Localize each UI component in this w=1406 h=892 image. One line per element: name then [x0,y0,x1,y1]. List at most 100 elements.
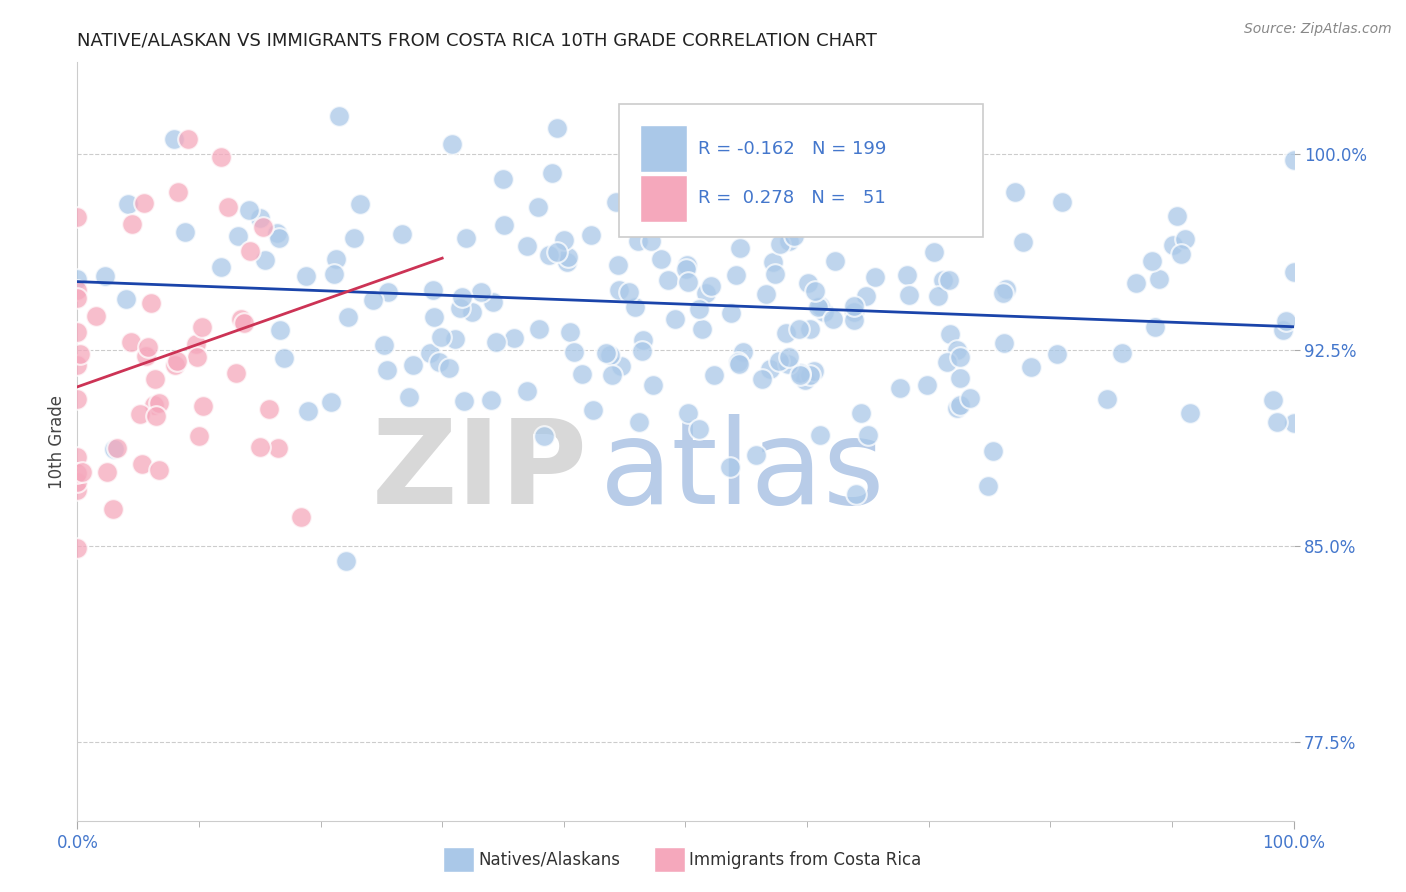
Point [627,234,650,248]
Point [481,295,503,310]
Point [630,110,652,124]
Point [1178,406,1201,420]
Point [949,350,972,364]
Point [716,194,738,208]
Point [783,229,806,244]
Point [166,353,188,368]
Point [877,140,900,154]
Point [375,362,398,376]
Point [627,415,650,429]
Point [950,139,973,153]
Point [177,132,200,146]
Point [96,465,118,479]
Point [1095,392,1118,406]
Point [607,284,630,298]
Text: ZIP: ZIP [373,415,588,529]
Point [688,302,710,317]
Point [562,345,585,359]
Point [898,287,921,301]
Point [502,331,524,345]
Point [695,286,717,301]
Point [803,190,825,204]
Point [121,218,143,232]
Point [600,368,623,382]
Point [295,268,318,283]
Point [453,394,475,409]
Point [450,290,472,304]
Point [1147,272,1170,286]
Point [650,252,672,266]
Point [142,398,165,412]
Point [167,186,190,200]
Point [526,200,548,214]
Point [772,214,794,228]
Point [727,355,749,369]
Point [1170,247,1192,261]
Point [797,276,820,290]
Point [328,109,350,123]
Point [454,230,477,244]
Point [188,429,211,443]
Text: atlas: atlas [600,415,886,529]
Point [66,291,89,305]
Point [516,384,538,399]
Point [66,210,89,224]
Point [915,377,938,392]
Point [325,252,347,266]
Point [624,300,647,314]
Point [981,443,1004,458]
Point [402,358,425,372]
Point [762,255,785,269]
Point [269,231,291,245]
Point [799,368,821,382]
Point [1111,345,1133,359]
Point [610,359,633,373]
FancyBboxPatch shape [640,126,686,172]
Point [845,487,868,501]
Point [595,345,617,359]
Point [1275,314,1298,328]
Point [703,368,725,382]
Text: Source: ZipAtlas.com: Source: ZipAtlas.com [1244,22,1392,37]
Point [804,284,827,298]
Point [66,325,89,339]
Point [858,428,880,442]
Point [675,262,697,277]
Point [66,466,89,480]
Point [319,394,342,409]
Point [676,406,699,420]
Point [107,441,129,455]
Point [775,326,797,340]
Point [605,195,627,210]
Text: R =  0.278   N =   51: R = 0.278 N = 51 [697,189,886,207]
Point [66,541,89,555]
Point [1174,232,1197,246]
Point [132,196,155,211]
Point [728,241,751,255]
Point [863,270,886,285]
Point [922,245,945,260]
Point [849,406,872,420]
Point [778,234,800,248]
Point [1166,209,1188,223]
Point [437,360,460,375]
Point [186,351,208,365]
Point [842,313,865,327]
Point [238,203,260,218]
Point [725,268,748,282]
Point [803,363,825,377]
Point [419,346,441,360]
Point [717,214,740,228]
Point [789,368,811,383]
Point [335,554,357,568]
Point [373,338,395,352]
Text: NATIVE/ALASKAN VS IMMIGRANTS FROM COSTA RICA 10TH GRADE CORRELATION CHART: NATIVE/ALASKAN VS IMMIGRANTS FROM COSTA … [77,32,877,50]
Point [896,268,918,282]
Point [101,502,124,516]
Point [66,358,89,372]
Point [131,457,153,471]
Point [664,312,686,326]
Point [533,429,555,443]
Point [751,372,773,386]
Point [66,283,89,297]
